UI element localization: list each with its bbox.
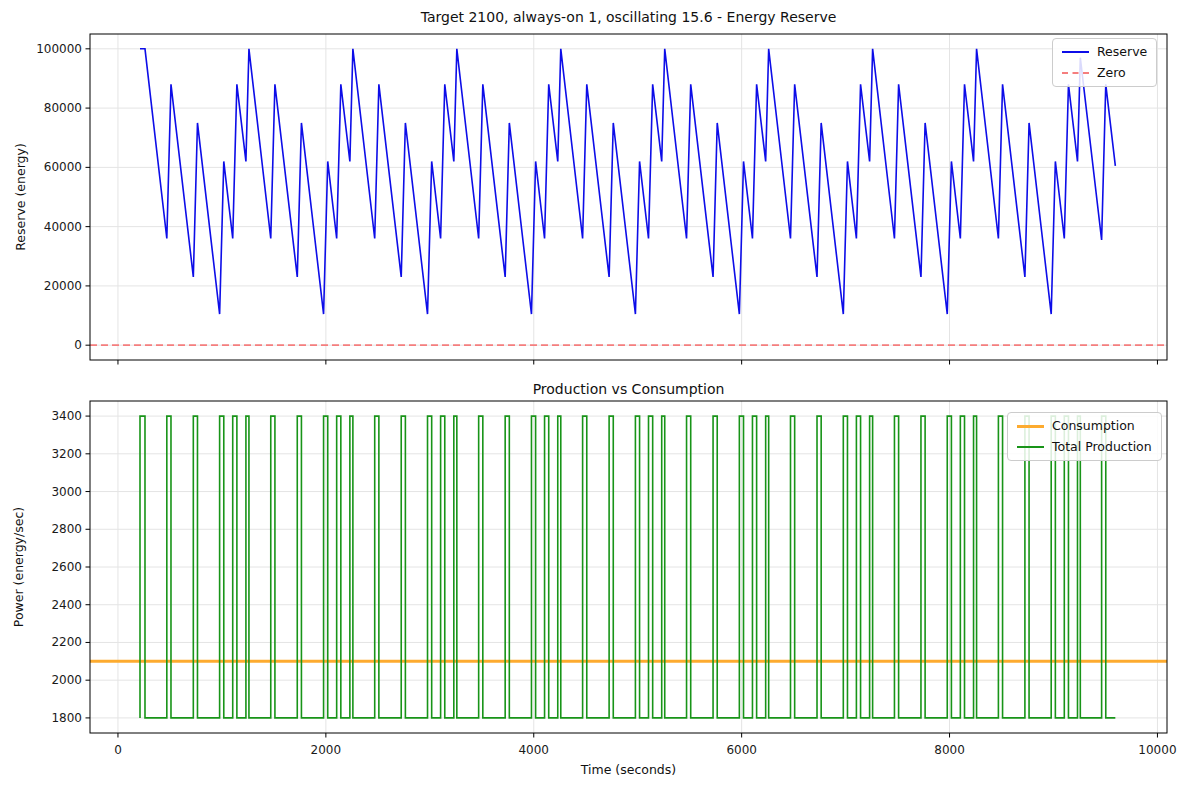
svg-text:6000: 6000 [726, 743, 757, 757]
svg-text:2800: 2800 [51, 522, 82, 536]
legend-label-reserve: Reserve [1097, 45, 1147, 59]
legend-label-consumption: Consumption [1052, 419, 1135, 433]
svg-text:2600: 2600 [51, 560, 82, 574]
legend-item-reserve: Reserve [1062, 45, 1147, 59]
svg-text:10000: 10000 [1138, 743, 1176, 757]
production-line-swatch-icon [1017, 446, 1044, 448]
consumption-line-swatch-icon [1017, 425, 1044, 428]
bottom-legend: Consumption Total Production [1007, 412, 1162, 461]
x-axis-label: Time (seconds) [90, 762, 1167, 777]
svg-text:20000: 20000 [44, 279, 82, 293]
svg-text:2400: 2400 [51, 598, 82, 612]
svg-text:40000: 40000 [44, 220, 82, 234]
svg-text:3200: 3200 [51, 447, 82, 461]
svg-text:0: 0 [114, 743, 122, 757]
top-legend: Reserve Zero [1052, 38, 1157, 87]
svg-text:60000: 60000 [44, 160, 82, 174]
legend-item-zero: Zero [1062, 66, 1147, 80]
reserve-line-swatch-icon [1062, 51, 1089, 53]
zero-line-swatch-icon [1062, 72, 1089, 74]
svg-text:4000: 4000 [518, 743, 549, 757]
svg-text:3400: 3400 [51, 409, 82, 423]
top-y-axis-label: Reserve (energy) [13, 143, 28, 251]
top-chart-title: Target 2100, always-on 1, oscillating 15… [90, 9, 1167, 25]
legend-label-production: Total Production [1052, 440, 1152, 454]
legend-item-consumption: Consumption [1017, 419, 1152, 433]
svg-text:80000: 80000 [44, 101, 82, 115]
legend-label-zero: Zero [1097, 66, 1126, 80]
svg-text:3000: 3000 [51, 485, 82, 499]
svg-text:1800: 1800 [51, 711, 82, 725]
svg-text:0: 0 [74, 338, 82, 352]
svg-text:2000: 2000 [51, 673, 82, 687]
bottom-chart-title: Production vs Consumption [90, 381, 1167, 397]
figure: Target 2100, always-on 1, oscillating 15… [0, 0, 1188, 790]
svg-text:8000: 8000 [934, 743, 965, 757]
bottom-y-axis-label: Power (energy/sec) [11, 507, 26, 627]
svg-text:100000: 100000 [36, 42, 82, 56]
svg-text:2000: 2000 [311, 743, 342, 757]
legend-item-production: Total Production [1017, 440, 1152, 454]
svg-text:2200: 2200 [51, 635, 82, 649]
